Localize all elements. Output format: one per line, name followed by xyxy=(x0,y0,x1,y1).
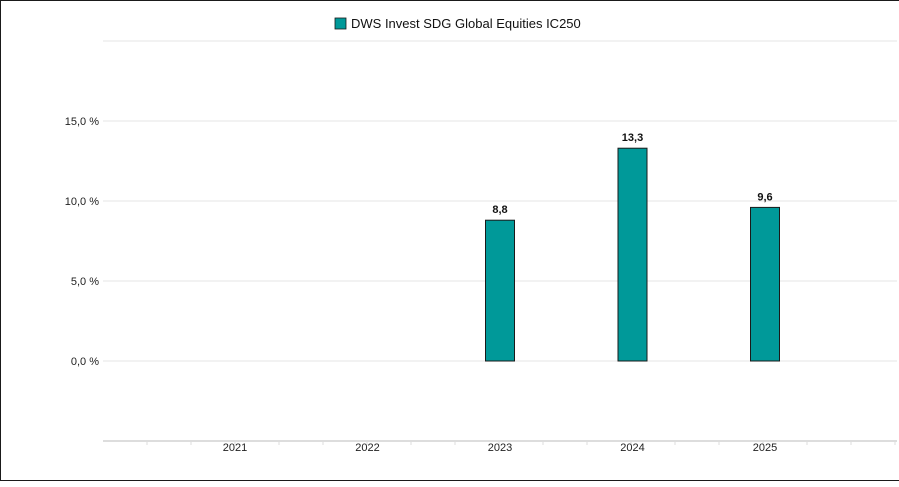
bar-2024 xyxy=(617,147,648,362)
y-tick-label: 15,0 % xyxy=(65,116,99,128)
y-tick-label: 0,0 % xyxy=(71,356,99,368)
x-axis xyxy=(103,440,897,445)
bar-2023 xyxy=(485,219,515,362)
x-tick-label-2023: 2023 xyxy=(488,442,512,454)
x-tick-label-2022: 2022 xyxy=(355,442,379,454)
y-tick-label: 10,0 % xyxy=(65,196,99,208)
legend-series-name: DWS Invest SDG Global Equities IC250 xyxy=(351,16,581,31)
x-axis-ticks: 2021 2022 2023 2024 2025 xyxy=(223,442,777,454)
legend: DWS Invest SDG Global Equities IC250 xyxy=(334,16,581,31)
legend-swatch xyxy=(334,17,347,30)
y-tick-label: 5,0 % xyxy=(71,276,99,288)
x-tick-label-2021: 2021 xyxy=(223,442,247,454)
bar-2025 xyxy=(750,206,780,362)
y-axis-ticks: 0,0 % 5,0 % 10,0 % 15,0 % xyxy=(65,116,99,368)
x-tick-label-2024: 2024 xyxy=(620,442,644,454)
data-label-2023: 8,8 xyxy=(492,204,507,216)
data-label-2024: 13,3 xyxy=(622,132,643,144)
data-label-2025: 9,6 xyxy=(757,191,772,203)
x-tick-label-2025: 2025 xyxy=(753,442,777,454)
bars xyxy=(485,147,780,362)
data-labels: 8,8 13,3 9,6 xyxy=(492,132,772,216)
